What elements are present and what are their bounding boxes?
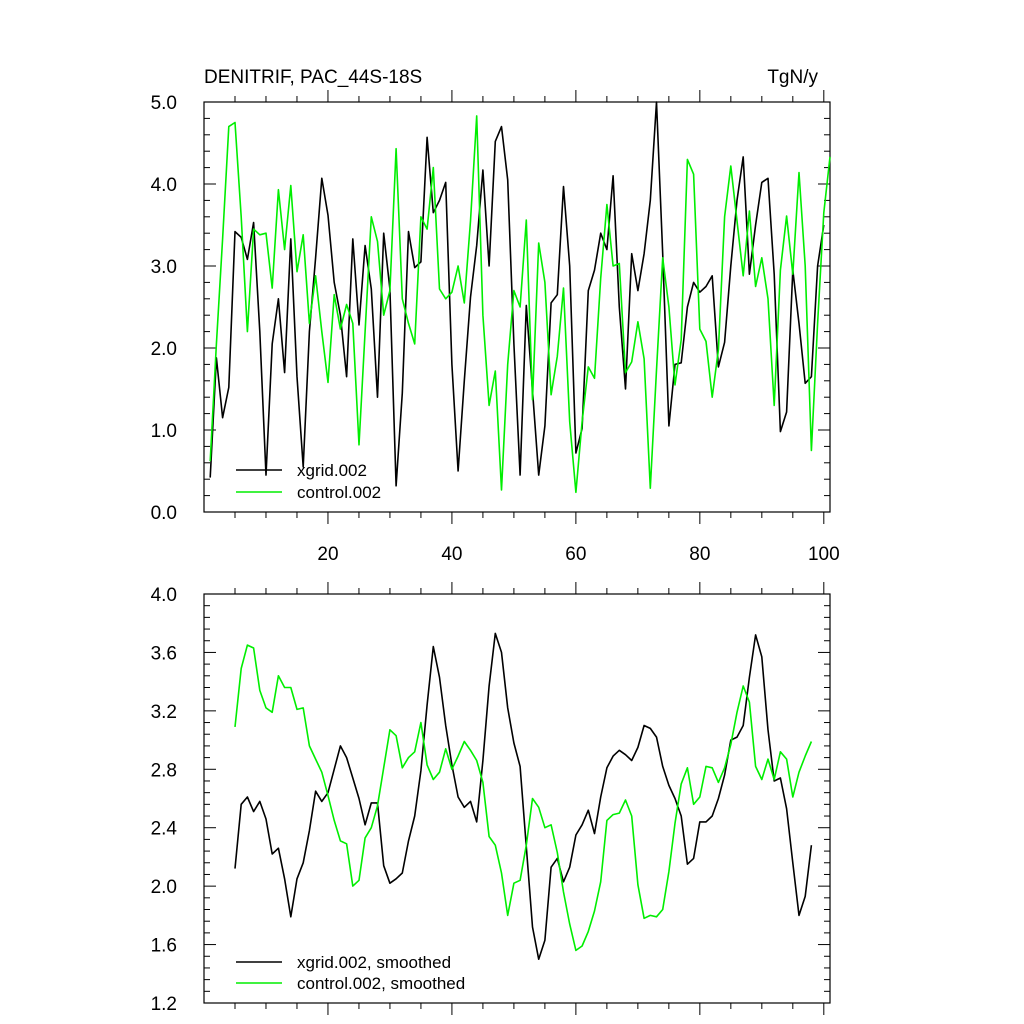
series-line-control (234, 644, 813, 952)
legend-label: xgrid.002, smoothed (297, 953, 451, 972)
series-line-xgrid (234, 632, 813, 961)
y-tick-label: 3.0 (151, 257, 177, 278)
plot-frame (203, 101, 831, 513)
y-tick-label: 4.0 (151, 175, 177, 196)
y-tick-label: 2.0 (151, 339, 177, 360)
y-tick-label: 1.6 (151, 936, 177, 957)
y-tick-label: 3.2 (151, 702, 177, 723)
top-panel: 0.0 1.0 2.0 3.0 4.0 5.0 20 40 60 80 100 xgrid.002 co… (151, 90, 840, 565)
legend-label: control.002, smoothed (297, 974, 465, 993)
plot-frame (203, 593, 831, 1004)
series-line-control (209, 115, 831, 494)
x-tick-label: 60 (565, 544, 586, 565)
chart-title: DENITRIF, PAC_44S-18S (204, 67, 422, 88)
x-tick-label: 100 (808, 544, 840, 565)
y-tick-label: 4.0 (151, 585, 177, 606)
legend-label: xgrid.002 (297, 461, 367, 480)
y-tick-label: 2.4 (151, 819, 178, 840)
chart-units-label: TgN/y (767, 67, 818, 88)
y-tick-label: 3.6 (151, 643, 177, 664)
x-tick-label: 80 (689, 544, 710, 565)
y-tick-label: 2.8 (151, 760, 177, 781)
x-tick-label: 20 (317, 544, 338, 565)
y-tick-label: 1.2 (151, 994, 177, 1015)
y-tick-label: 1.0 (151, 421, 177, 442)
series-line-xgrid (209, 101, 825, 487)
y-tick-label: 2.0 (151, 877, 177, 898)
x-tick-label: 40 (441, 544, 462, 565)
y-tick-label: 0.0 (151, 503, 177, 524)
y-tick-label: 5.0 (151, 93, 177, 114)
legend-label: control.002 (297, 483, 381, 502)
bottom-panel: 1.2 1.6 2.0 2.4 2.8 3.2 3.6 4.0 xgrid.002, smoot… (151, 582, 831, 1015)
